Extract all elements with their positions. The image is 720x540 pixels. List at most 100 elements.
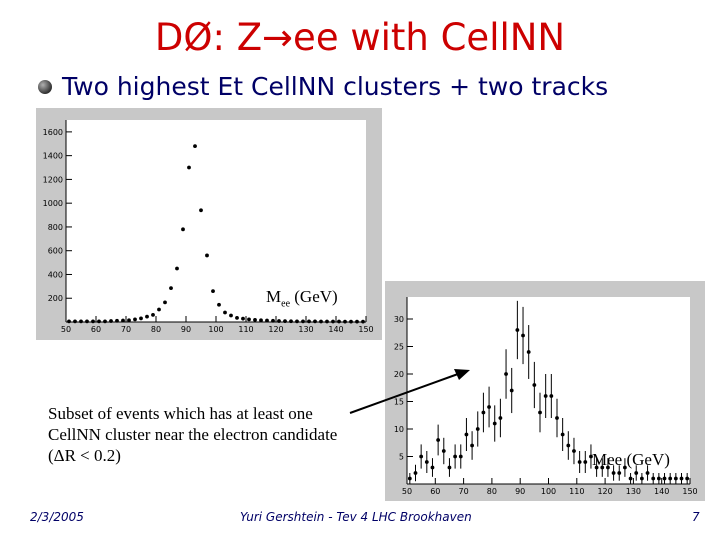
chart1-data-point <box>127 318 131 323</box>
chart2-ytick-label: 10 <box>394 425 404 434</box>
chart2-data-point <box>441 449 446 453</box>
chart1-data-point <box>235 315 239 320</box>
chart2-data-point <box>464 432 469 437</box>
chart1-data-point <box>289 319 293 324</box>
chart2-data-point <box>600 465 605 470</box>
chart1-xtick-label: 60 <box>91 325 101 334</box>
chart1-data-point <box>247 317 251 322</box>
chart2-data-point <box>526 350 531 354</box>
chart2-data-point <box>475 427 480 431</box>
chart2-data-point <box>492 421 497 426</box>
chart1-data-point <box>151 312 155 317</box>
chart2-xtick-label: 90 <box>515 487 525 496</box>
chart1-data-point <box>259 318 263 323</box>
chart2-data-point <box>549 394 554 398</box>
chart1-data-point <box>181 227 185 232</box>
chart1-xtick-label: 130 <box>298 325 313 334</box>
chart1-data-point <box>313 319 317 324</box>
chart1-data-point <box>283 319 287 324</box>
chart1-data-point <box>355 319 359 324</box>
chart2-ytick-label: 20 <box>394 370 404 379</box>
chart1-data-point <box>265 318 269 323</box>
chart1-data-point <box>361 319 365 324</box>
chart1-data-point <box>73 319 77 324</box>
chart2-data-point <box>594 465 599 470</box>
chart2-data-point <box>656 476 661 481</box>
chart1-xtick-label: 90 <box>181 325 191 334</box>
chart2-data-point <box>481 410 486 415</box>
chart1-data-point <box>85 319 89 324</box>
chart1-data-point <box>121 318 125 323</box>
chart2-xtick-label: 100 <box>541 487 556 496</box>
chart1-ytick-label: 1600 <box>43 128 63 137</box>
footer-center: Yuri Gershtein - Tev 4 LHC Brookhaven <box>240 510 472 524</box>
chart1-data-point <box>139 316 143 321</box>
chart1-data-point <box>241 316 245 321</box>
chart1-data-point <box>277 319 281 323</box>
chart1-data-point <box>145 314 149 319</box>
chart2-ytick-label: 25 <box>394 343 404 352</box>
footer-date: 2/3/2005 <box>30 510 84 524</box>
bullet-text: Two highest Et CellNN clusters + two tra… <box>62 72 609 101</box>
chart2-xtick-label: 130 <box>626 487 641 496</box>
chart1-data-point <box>295 319 299 324</box>
chart2-data-point <box>538 410 542 415</box>
chart1-data-point <box>91 319 95 324</box>
chart2-data-point <box>566 443 571 448</box>
chart2-data-point <box>679 476 684 481</box>
chart1-data-point <box>169 286 173 291</box>
chart1-data-point <box>253 317 257 322</box>
chart2-data-point <box>662 476 667 481</box>
chart2-xtick-label: 60 <box>430 487 440 496</box>
chart2-data-point <box>453 454 458 459</box>
chart1-data-point <box>331 319 335 324</box>
bullet-row: Two highest Et CellNN clusters + two tra… <box>38 72 608 101</box>
chart2-data-point <box>555 416 559 420</box>
chart2-data-point <box>487 405 491 409</box>
chart2-data-point <box>577 460 582 464</box>
chart1-data-point <box>79 319 83 324</box>
chart1-data-point <box>229 313 233 318</box>
chart2-data-point <box>611 471 616 475</box>
chart2-data-point <box>645 471 650 475</box>
chart2-data-point <box>639 476 644 481</box>
chart1-ytick-label: 600 <box>48 247 63 256</box>
chart2-data-point <box>447 465 452 470</box>
chart1-data-point <box>217 302 221 307</box>
chart2-data-point <box>673 476 678 481</box>
chart1-data-point <box>187 165 191 170</box>
chart2-data-point <box>504 372 508 376</box>
chart2-xtick-label: 150 <box>682 487 697 496</box>
chart1-data-point <box>115 318 119 323</box>
mee-histogram-all: 50 60 70 80 90 100 110 120 130 140 150 200 400 600 800… <box>36 108 382 340</box>
chart1-xtick-label: 120 <box>268 325 283 334</box>
chart1-ytick-label: 1000 <box>43 199 63 208</box>
chart2-data-point <box>668 476 673 481</box>
chart1-data-point <box>271 318 275 323</box>
chart1-ytick-label: 1400 <box>43 152 63 161</box>
chart1-data-point <box>109 319 113 323</box>
chart2-data-point <box>436 438 441 442</box>
chart1-xtick-label: 110 <box>238 325 253 334</box>
chart1-data-point <box>307 319 311 324</box>
chart1-xlabel-main: M <box>266 287 282 306</box>
chart1-data-point <box>175 266 179 271</box>
chart2-data-point <box>628 476 633 481</box>
subset-note: Subset of events which has at least one … <box>48 404 338 465</box>
chart2-data-point <box>413 471 418 475</box>
chart2-xtick-label: 120 <box>597 487 612 496</box>
chart1-xtick-label: 140 <box>328 325 343 334</box>
chart2-xtick-label: 70 <box>459 487 469 496</box>
chart1-ytick-label: 800 <box>48 223 63 232</box>
chart1-data-point <box>103 319 107 324</box>
chart2-data-point <box>617 471 622 475</box>
chart2-data-point <box>589 454 593 459</box>
chart2-data-point <box>515 328 520 332</box>
chart2-xtick-label: 80 <box>487 487 497 496</box>
chart1-ytick-label: 1200 <box>43 175 63 184</box>
chart1-ytick-label: 200 <box>48 294 63 303</box>
chart2-xtick-label: 50 <box>402 487 412 496</box>
chart2-data-point <box>583 460 588 464</box>
chart2-data-point <box>560 432 565 437</box>
chart2-data-point <box>407 476 412 481</box>
